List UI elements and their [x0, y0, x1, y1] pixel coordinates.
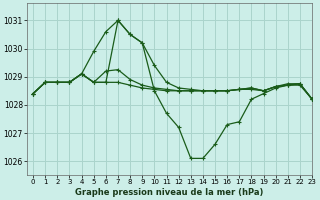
X-axis label: Graphe pression niveau de la mer (hPa): Graphe pression niveau de la mer (hPa) [76, 188, 264, 197]
